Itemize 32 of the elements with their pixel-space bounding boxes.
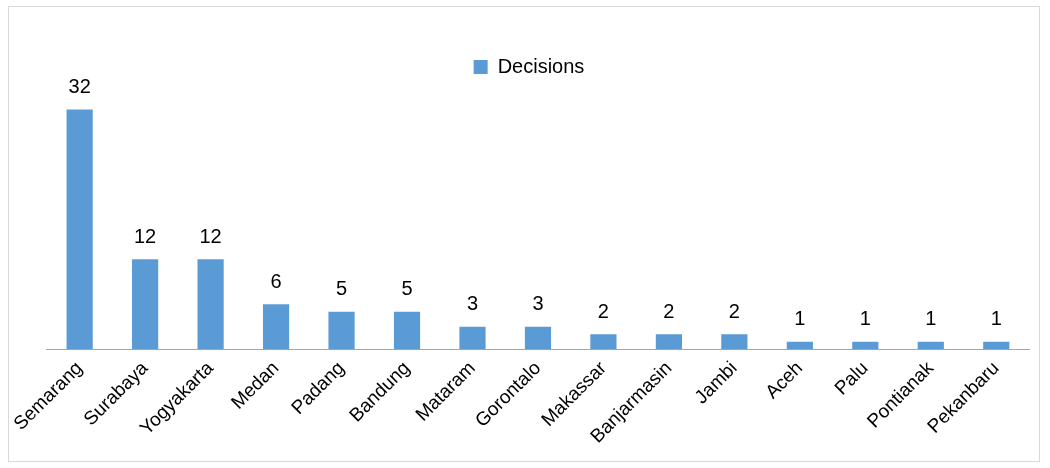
data-label: 6 bbox=[270, 269, 282, 292]
bar bbox=[786, 341, 813, 350]
bar bbox=[262, 304, 290, 350]
bar bbox=[459, 326, 486, 350]
data-label: 12 bbox=[199, 224, 222, 247]
bar bbox=[66, 109, 93, 350]
x-tick-label: Palu bbox=[830, 356, 872, 399]
bar bbox=[197, 259, 224, 350]
data-label: 3 bbox=[532, 292, 544, 315]
data-label: 12 bbox=[134, 224, 157, 247]
data-label: 2 bbox=[663, 299, 675, 322]
bar bbox=[852, 341, 879, 350]
data-label: 1 bbox=[925, 307, 937, 330]
bar bbox=[655, 334, 682, 350]
bar bbox=[328, 311, 355, 350]
data-label: 2 bbox=[728, 299, 740, 322]
data-label: 5 bbox=[335, 277, 348, 300]
bar bbox=[721, 334, 748, 350]
data-label: 1 bbox=[794, 307, 806, 330]
bar bbox=[590, 334, 617, 350]
data-label: 1 bbox=[990, 307, 1002, 330]
data-label: 2 bbox=[597, 299, 609, 322]
bar bbox=[524, 326, 552, 350]
bar bbox=[917, 341, 944, 350]
bar bbox=[393, 311, 421, 350]
bar bbox=[132, 259, 159, 350]
data-label: 1 bbox=[859, 307, 871, 330]
data-label: 32 bbox=[68, 74, 91, 97]
bar bbox=[983, 341, 1010, 350]
data-label: 3 bbox=[466, 292, 479, 315]
data-label: 5 bbox=[401, 277, 413, 300]
legend-label: Decisions bbox=[497, 54, 585, 77]
